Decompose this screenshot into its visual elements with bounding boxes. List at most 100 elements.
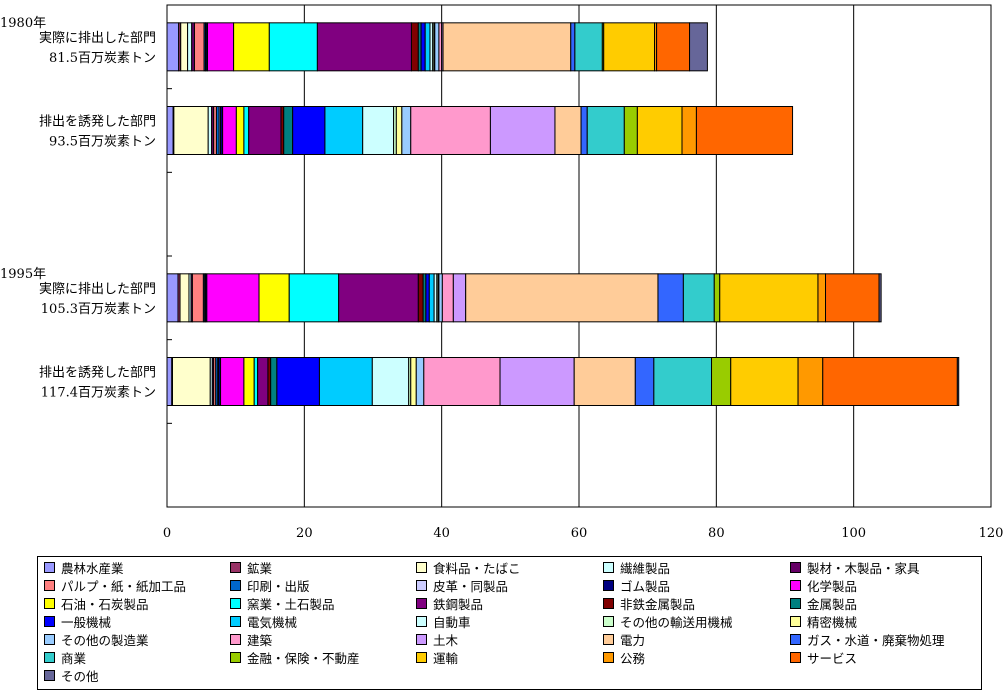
legend-item: 金融・保険・不動産	[230, 649, 360, 666]
legend-item: 窯業・土石製品	[230, 595, 335, 612]
bar-segment	[316, 22, 412, 72]
legend-item: 化学製品	[790, 577, 857, 594]
bar-segment	[489, 106, 556, 155]
bar-segment	[623, 106, 638, 155]
x-tick-label: 60	[571, 526, 588, 540]
legend-label: 公務	[620, 650, 646, 666]
row-label: 排出を誘発した部門	[39, 115, 156, 130]
bar-segment	[554, 106, 582, 155]
legend-swatch	[230, 633, 241, 645]
bar-segment	[603, 22, 656, 72]
x-tick-label: 0	[163, 526, 171, 540]
bar-segment	[283, 106, 294, 155]
bar-segment	[166, 273, 179, 323]
legend-swatch	[44, 669, 55, 681]
legend-swatch	[790, 633, 801, 645]
legend-item: 繊維製品	[603, 559, 670, 576]
bar-segment	[166, 357, 173, 406]
bar-segment	[425, 273, 430, 323]
legend-label: ガス・水道・廃棄物処理	[807, 632, 945, 648]
legend-label: ゴム製品	[620, 578, 671, 594]
bar-segment	[441, 273, 454, 323]
legend-label: 石油・石炭製品	[61, 596, 149, 612]
bar-segment	[292, 106, 326, 155]
bar-segment	[681, 106, 697, 155]
bar-segment	[438, 273, 443, 323]
bar-segment	[257, 357, 269, 406]
legend-swatch	[603, 561, 614, 573]
bar-segment	[276, 357, 320, 406]
bar-segment	[657, 273, 684, 323]
bar-segment	[338, 273, 419, 323]
legend-item: 電気機械	[230, 613, 298, 630]
legend-swatch	[230, 597, 241, 609]
bar-segment	[191, 273, 204, 323]
bar-segment	[243, 106, 250, 155]
bar-segment	[180, 22, 189, 72]
legend-label: 皮革・同製品	[433, 578, 509, 594]
legend-item: 皮革・同製品	[416, 577, 509, 594]
legend-swatch	[416, 615, 427, 627]
legend-label: 電気機械	[247, 614, 298, 630]
legend-label: 電力	[620, 632, 646, 648]
x-tick-label: 40	[433, 526, 450, 540]
row-total-label: 81.5百万炭素トン	[49, 51, 156, 66]
legend-label: 印刷・出版	[247, 578, 310, 594]
legend-swatch	[790, 579, 801, 591]
bar-segment	[417, 273, 424, 323]
bar-segment	[193, 22, 205, 72]
legend-item: ガス・水道・廃棄物処理	[790, 631, 945, 648]
legend-item: 鉱業	[230, 559, 272, 576]
legend-swatch	[416, 561, 427, 573]
bar-segment	[423, 357, 501, 406]
bar-segment	[586, 106, 625, 155]
bar-segment	[171, 357, 211, 406]
bar-segment	[288, 273, 340, 323]
bar-segment	[956, 357, 960, 406]
bar-segment	[173, 106, 209, 155]
legend-swatch	[230, 579, 241, 591]
bar-segment	[713, 273, 721, 323]
legend-swatch	[603, 597, 614, 609]
legend-swatch	[416, 597, 427, 609]
bar-segment	[253, 357, 259, 406]
bar-segment	[428, 273, 435, 323]
legend-label: 土木	[433, 632, 459, 648]
row-total-label: 105.3百万炭素トン	[41, 302, 156, 317]
bar-segment	[207, 22, 235, 72]
bar-segment	[222, 106, 237, 155]
legend-label: 窯業・土石製品	[247, 596, 335, 612]
bar-segment	[371, 357, 410, 406]
legend-label: 自動車	[433, 614, 471, 630]
bar-segment	[410, 106, 491, 155]
stacked-bar-chart: 0 20 40 60 80 100 1201980年1995年実際に排出した部門81.5百万…	[0, 4, 1003, 540]
bar-segment	[207, 106, 213, 155]
legend-label: その他の輸送用機械	[620, 614, 733, 630]
bar-segment	[634, 357, 655, 406]
legend-swatch	[790, 561, 801, 573]
legend-swatch	[230, 651, 241, 663]
legend-item: 電力	[603, 631, 646, 648]
bar-segment	[817, 273, 827, 323]
bar-segment	[233, 22, 270, 72]
bar-segment	[243, 357, 255, 406]
bar-segment	[452, 273, 467, 323]
bar-segment	[220, 357, 245, 406]
bar-segment	[573, 357, 636, 406]
bar-segment	[878, 273, 882, 323]
legend-swatch	[44, 561, 55, 573]
legend-item: 石油・石炭製品	[44, 595, 149, 612]
legend-item: 運輸	[416, 649, 458, 666]
legend-label: パルプ・紙・紙加工品	[61, 578, 187, 594]
bar-segment	[179, 273, 190, 323]
legend-swatch	[416, 579, 427, 591]
legend-item: 印刷・出版	[230, 577, 310, 594]
legend-swatch	[44, 579, 55, 591]
legend-item: 製材・木製品・家具	[790, 559, 920, 576]
legend-label: 食料品・たばこ	[433, 560, 521, 576]
legend-label: 製材・木製品・家具	[807, 560, 920, 576]
legend-label: 建築	[247, 632, 273, 648]
legend-label: 非鉄金属製品	[620, 596, 696, 612]
legend-item: 自動車	[416, 613, 471, 630]
bar-segment	[362, 106, 395, 155]
